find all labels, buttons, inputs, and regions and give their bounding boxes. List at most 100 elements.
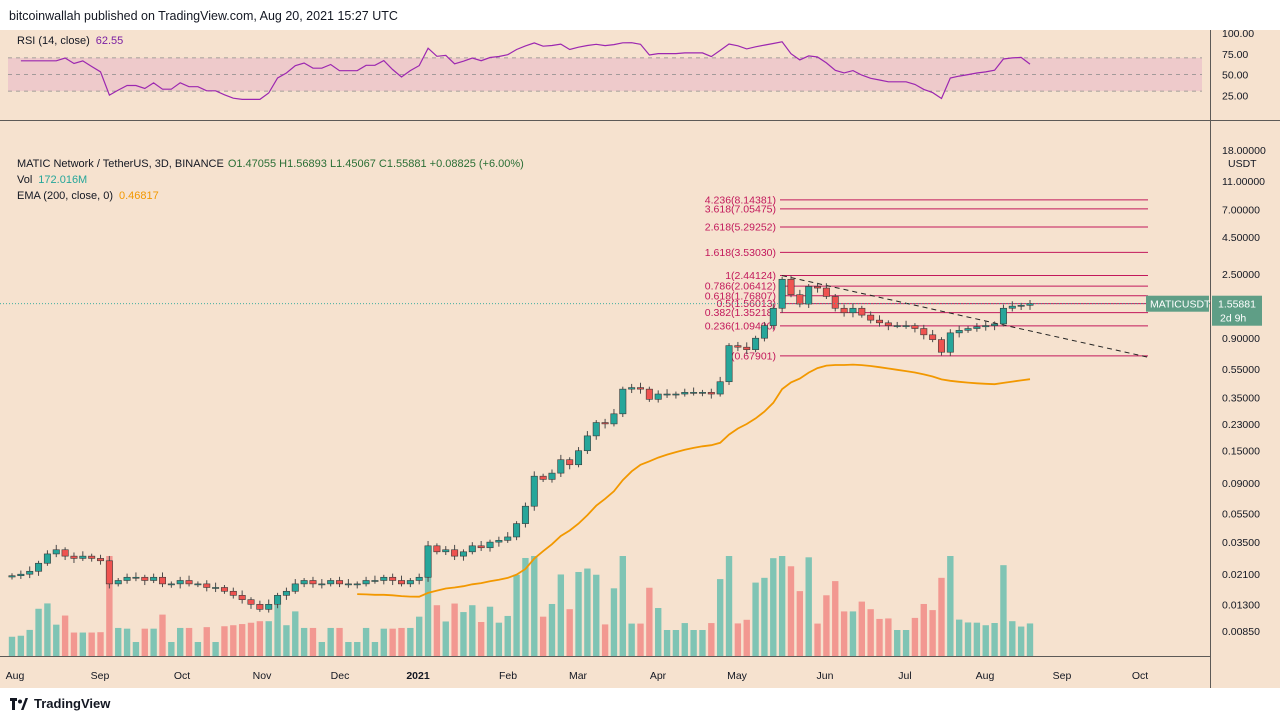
price-axis-tick: 0.00850: [1222, 626, 1260, 638]
candle-body: [920, 328, 928, 336]
volume-bar: [345, 642, 352, 656]
ema-value: 0.46817: [119, 190, 159, 202]
volume-bar: [557, 574, 565, 656]
symbol-tag-text: MATICUSDT: [1150, 299, 1211, 311]
volume-bar: [504, 615, 511, 656]
candle-body: [566, 459, 574, 466]
price-axis-tick: 4.50000: [1222, 232, 1260, 244]
volume-bar: [398, 627, 405, 656]
volume-bar: [699, 630, 706, 656]
time-axis-tick: Aug: [6, 670, 25, 682]
volume-bar: [663, 630, 671, 656]
volume-bar: [407, 627, 414, 656]
volume-bar: [681, 623, 688, 656]
candle-body: [778, 278, 786, 309]
volume-bar: [212, 642, 219, 656]
volume-bar: [637, 623, 644, 656]
candle-body: [734, 345, 742, 348]
volume-bar: [610, 588, 618, 656]
candle-body: [628, 387, 636, 390]
fib-level-label: 0(0.67901): [725, 350, 776, 362]
price-axis-bg: [1210, 30, 1280, 688]
candle-body: [70, 555, 78, 559]
volume-bar: [655, 608, 662, 656]
volume-bar: [964, 622, 972, 656]
candle-body: [592, 422, 600, 437]
volume-bar: [628, 623, 635, 656]
price-tag-value: 1.55881: [1218, 299, 1256, 311]
candle-body: [185, 580, 193, 585]
volume-bar: [8, 636, 16, 656]
volume-bar: [619, 556, 626, 656]
rsi-axis-tick: 75.00: [1222, 49, 1248, 61]
time-axis-tick: Sep: [91, 670, 110, 682]
volume-bar: [416, 616, 423, 656]
time-axis-tick: Jul: [898, 670, 911, 682]
fib-level-label: 4.236(8.14381): [705, 194, 776, 206]
candle-body: [8, 575, 16, 578]
candle-body: [247, 599, 255, 605]
price-axis-tick: 0.05500: [1222, 509, 1260, 521]
candle-body: [822, 287, 830, 297]
rsi-label: RSI (14, close): [17, 35, 90, 47]
volume-bar: [230, 625, 237, 656]
price-axis-tick: 0.15000: [1222, 446, 1260, 458]
candle-body: [256, 604, 264, 610]
volume-bar: [725, 556, 733, 656]
rsi-value: 62.55: [95, 35, 124, 47]
candle-body: [654, 393, 662, 400]
volume-bar: [168, 642, 175, 656]
candle-body: [406, 580, 414, 585]
volume-bar: [132, 642, 140, 656]
candle-body: [229, 590, 237, 596]
candle-body: [955, 330, 963, 334]
price-pane-bg: [0, 121, 1210, 657]
volume-bar: [778, 556, 786, 656]
price-axis-tick: 0.02100: [1222, 569, 1260, 581]
candle-body: [698, 392, 706, 394]
volume-bar: [672, 630, 680, 656]
candle-body: [451, 549, 459, 557]
candle-body: [884, 322, 892, 326]
candle-body: [468, 545, 476, 553]
candle-body: [557, 459, 565, 474]
volume-bar: [115, 627, 122, 656]
volume-bar: [708, 623, 715, 656]
candle-body: [637, 387, 644, 390]
fib-level-label: 0.786(2.06412): [705, 281, 776, 293]
volume-bar: [858, 601, 865, 656]
volume-bar: [477, 621, 485, 656]
candle-body: [167, 583, 175, 586]
header-bar: bitcoinwallah published on TradingView.c…: [0, 0, 1280, 30]
candle-body: [362, 580, 370, 585]
price-axis-tick: 2.50000: [1222, 269, 1260, 281]
ema-legend: EMA (200, close, 0) 0.46817: [17, 190, 159, 202]
symbol-legend: MATIC Network / TetherUS, 3D, BINANCE O1.…: [17, 158, 524, 170]
time-axis-bg: [0, 657, 1210, 688]
volume-bar: [902, 630, 910, 656]
candle-body: [300, 580, 308, 585]
tradingview-brand[interactable]: TradingView: [10, 696, 110, 711]
candle-body: [583, 435, 591, 452]
candle-body: [663, 393, 671, 396]
price-axis-tick: 0.55000: [1222, 364, 1260, 376]
time-axis-tick: Nov: [253, 670, 272, 682]
volume-legend: Vol 172.016M: [17, 174, 87, 186]
candle-body: [17, 573, 25, 577]
candle-body: [787, 278, 795, 295]
volume-bar: [575, 571, 582, 656]
chart-canvas[interactable]: 100.00 75.00 50.00 25.00 18.00000 11.00000 7.0…: [0, 30, 1280, 688]
candle-body: [973, 326, 981, 329]
volume-bar: [238, 624, 246, 656]
ohlc-values: O1.47055 H1.56893 L1.45067 C1.55881 +0.0…: [227, 158, 524, 170]
candle-body: [220, 587, 228, 592]
candle-body: [725, 345, 733, 383]
volume-bar: [867, 609, 874, 656]
ema200-line: [357, 363, 1031, 598]
candle-body: [43, 553, 51, 564]
volume-bar: [814, 623, 821, 656]
candle-body: [114, 580, 122, 585]
candle-body: [610, 413, 618, 425]
fib-level-label: 1(2.44124): [725, 270, 776, 282]
vol-label: Vol: [17, 174, 33, 186]
